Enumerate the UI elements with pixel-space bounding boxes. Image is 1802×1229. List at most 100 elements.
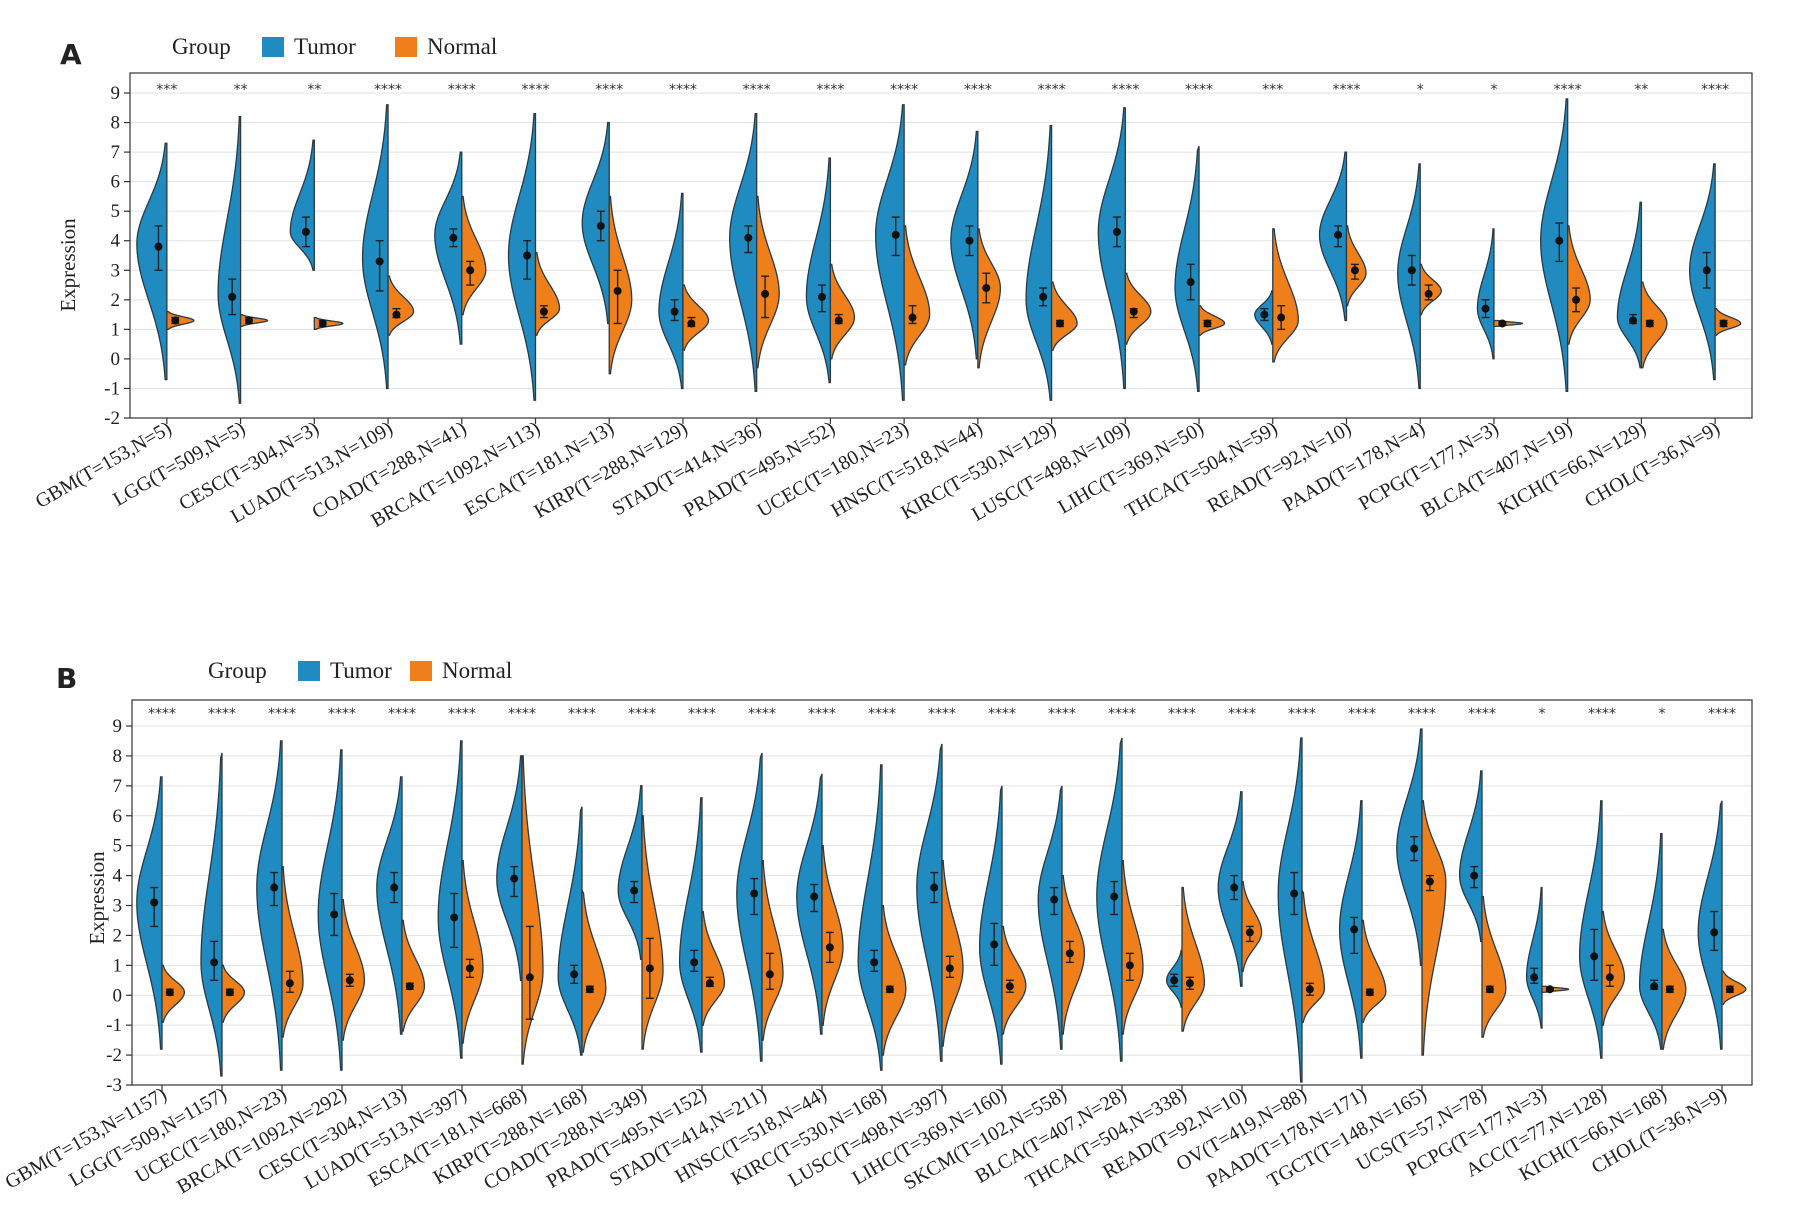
mean-point-normal <box>1572 295 1581 304</box>
mean-point-tumor <box>690 958 699 967</box>
violin-tumor <box>729 113 758 393</box>
violin-tumor <box>1458 770 1483 943</box>
mean-point-normal <box>1129 307 1138 316</box>
significance-label: **** <box>669 82 697 98</box>
significance-label: **** <box>628 706 656 722</box>
mean-point-tumor <box>301 227 310 236</box>
mean-point-normal <box>225 988 234 997</box>
violin-tumor <box>289 139 315 271</box>
mean-point-tumor <box>1350 925 1359 934</box>
legend-swatch-normal <box>395 37 417 57</box>
mean-point-normal <box>1425 877 1434 886</box>
legend-swatch-tumor <box>298 661 320 681</box>
violin-normal <box>761 859 784 1041</box>
y-tick-label: 6 <box>113 806 123 827</box>
violin-tumor <box>1174 145 1200 393</box>
violin-tumor <box>1318 151 1348 322</box>
mean-point-normal <box>285 979 294 988</box>
violin-normal <box>1481 895 1507 1038</box>
significance-label: ** <box>307 82 321 98</box>
violin-normal <box>1050 281 1078 351</box>
mean-point-normal <box>1005 982 1014 991</box>
significance-label: ** <box>1634 82 1648 98</box>
violin-tumor <box>1396 728 1423 966</box>
mean-point-tumor <box>1481 304 1490 313</box>
violin-tumor <box>916 743 943 1062</box>
legend-label-normal: Normal <box>442 658 512 683</box>
y-tick-label: 6 <box>111 172 121 193</box>
significance-label: *** <box>1262 82 1283 98</box>
mean-point-tumor <box>818 292 827 301</box>
mean-point-tumor <box>870 958 879 967</box>
violin-tumor <box>796 773 823 1035</box>
y-tick-label: 8 <box>111 113 121 134</box>
panel-letter-a: A <box>60 38 82 71</box>
y-tick-label: 2 <box>111 290 121 311</box>
mean-point-tumor <box>1629 316 1638 325</box>
violin-tumor <box>496 755 523 981</box>
mean-point-normal <box>345 976 354 985</box>
y-axis-title-a: Expression <box>56 218 80 312</box>
violin-normal <box>1181 886 1206 1032</box>
mean-point-normal <box>539 307 548 316</box>
violin-tumor <box>376 776 403 1035</box>
violin-normal <box>1567 225 1591 345</box>
significance-label: * <box>1659 706 1666 722</box>
violin-normal <box>239 313 269 328</box>
mean-point-tumor <box>1112 227 1121 236</box>
mean-point-tumor <box>1710 928 1719 937</box>
mean-point-tumor <box>1530 973 1539 982</box>
y-tick-label: -1 <box>106 1015 122 1036</box>
mean-point-normal <box>244 316 253 325</box>
mean-point-tumor <box>390 883 399 892</box>
significance-label: **** <box>595 82 623 98</box>
legend-b: Group Tumor Normal <box>208 658 512 683</box>
mean-point-normal <box>1645 319 1654 328</box>
plot-frame <box>131 699 1753 1086</box>
mean-point-normal <box>585 985 594 994</box>
significance-label: **** <box>688 706 716 722</box>
significance-label: **** <box>268 706 296 722</box>
significance-label: **** <box>964 82 992 98</box>
violin-normal <box>1640 281 1668 369</box>
legend-swatch-tumor <box>262 37 284 57</box>
significance-label: * <box>1490 82 1497 98</box>
category-label: CHOL(T=36,N=9) <box>1581 417 1724 512</box>
violin-tumor <box>1037 785 1063 1050</box>
mean-point-normal <box>1305 985 1314 994</box>
mean-point-normal <box>945 964 954 973</box>
mean-point-tumor <box>1110 892 1119 901</box>
violin-tumor <box>557 806 583 1056</box>
mean-point-tumor <box>1050 895 1059 904</box>
significance-label: **** <box>374 82 402 98</box>
y-tick-label: 3 <box>111 260 121 281</box>
mean-point-tumor <box>449 233 458 242</box>
y-tick-label: 9 <box>111 83 121 104</box>
violin-tumor <box>805 157 832 384</box>
y-tick-label: 9 <box>113 716 123 737</box>
mean-point-tumor <box>744 233 753 242</box>
significance-label: **** <box>928 706 956 722</box>
violin-tumor <box>1397 163 1421 390</box>
significance-label: **** <box>522 82 550 98</box>
mean-point-normal <box>1203 319 1212 328</box>
violin-normal <box>401 919 426 1032</box>
mean-point-normal <box>1125 961 1134 970</box>
mean-point-tumor <box>930 883 939 892</box>
mean-point-normal <box>761 289 770 298</box>
mean-point-tumor <box>1260 310 1269 319</box>
significance-label: * <box>1539 706 1546 722</box>
violin-normal <box>521 755 544 1065</box>
violin-tumor <box>200 752 223 1077</box>
significance-label: **** <box>1185 82 1213 98</box>
violin-normal <box>941 859 964 1047</box>
mean-point-tumor <box>570 970 579 979</box>
violin-normal <box>977 228 1002 369</box>
mean-point-normal <box>1065 949 1074 958</box>
mean-point-normal <box>1055 319 1064 328</box>
mean-point-tumor <box>990 940 999 949</box>
violin-tumor <box>1525 886 1543 1029</box>
violin-normal <box>1361 919 1387 1023</box>
mean-point-tumor <box>891 230 900 239</box>
violin-tumor <box>1638 833 1663 1050</box>
